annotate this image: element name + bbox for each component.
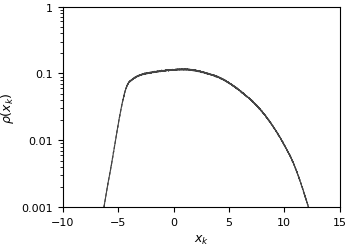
X-axis label: $x_k$: $x_k$ [194,233,209,246]
Y-axis label: $\rho(x_k)$: $\rho(x_k)$ [0,92,16,123]
